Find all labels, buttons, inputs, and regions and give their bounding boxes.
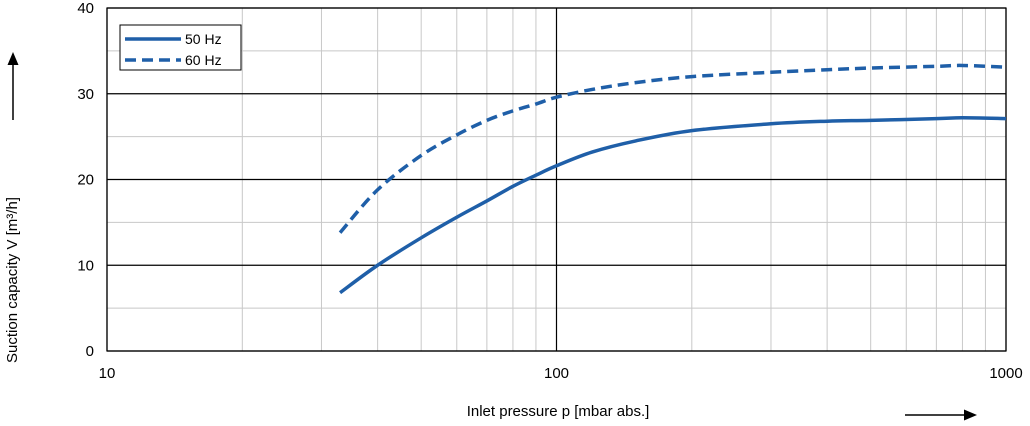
series-layer: [338, 63, 1007, 295]
y-axis-title: Suction capacity V [m³/h]: [4, 197, 21, 363]
y-tick-label: 30: [77, 86, 94, 103]
legend-box: [119, 24, 242, 71]
legend-label-60hz: 60 Hz: [185, 52, 222, 68]
x-axis-arrow-icon: [905, 409, 977, 421]
legend-label-50hz: 50 Hz: [185, 31, 222, 47]
series-line-50hz: [339, 116, 1007, 295]
y-tick-label: 40: [77, 0, 94, 17]
x-axis-title: Inlet pressure p [mbar abs.]: [467, 403, 650, 420]
x-tick-label: 100: [544, 365, 569, 382]
y-axis-arrow-icon: [7, 52, 19, 120]
y-tick-label: 0: [86, 343, 94, 360]
x-tick-label: 10: [99, 365, 116, 382]
x-tick-labels: 10 100 1000: [99, 365, 1023, 382]
legend: 50 Hz 60 Hz: [119, 24, 242, 71]
y-tick-labels: 0 10 20 30 40: [77, 0, 94, 360]
y-tick-label: 10: [77, 257, 94, 274]
series-line-60hz: [338, 63, 1007, 234]
plot-frame: [106, 7, 1007, 352]
y-tick-label: 20: [77, 172, 94, 189]
x-tick-label: 1000: [989, 365, 1022, 382]
